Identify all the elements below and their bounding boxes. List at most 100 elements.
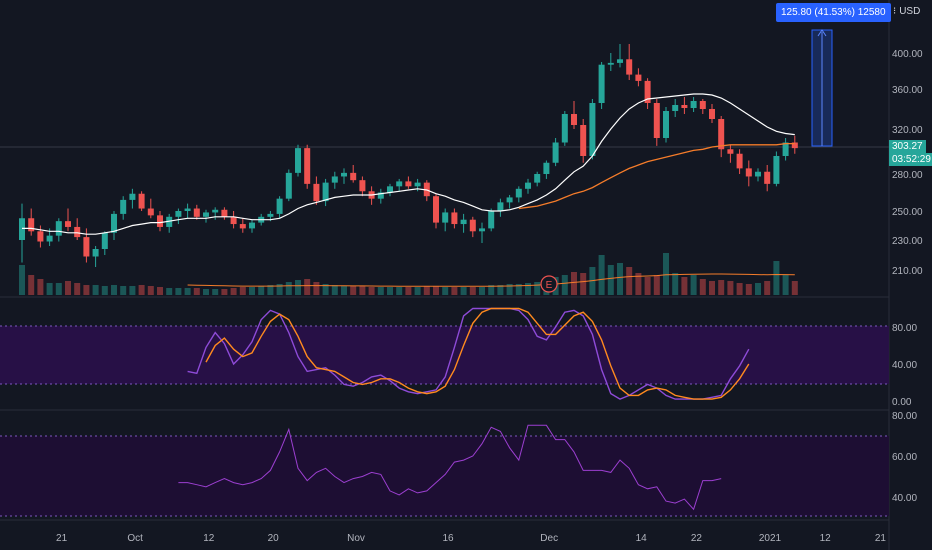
- volume-bar: [193, 288, 200, 295]
- candle-body: [773, 156, 780, 184]
- candle-body: [276, 198, 283, 214]
- volume-bar: [460, 287, 467, 295]
- volume-bar: [653, 275, 660, 295]
- candle-body: [313, 183, 320, 202]
- price-axis-label: 60.00: [892, 452, 917, 463]
- volume-bar: [120, 286, 127, 295]
- volume-bar: [506, 284, 513, 295]
- volume-bar: [497, 285, 504, 295]
- volume-bar: [479, 287, 485, 295]
- price-axis-label: 40.00: [892, 360, 917, 371]
- volume-bar: [111, 285, 117, 295]
- candle-body: [74, 226, 81, 238]
- measure-label: 125.80 (41.53%) 12580: [776, 3, 891, 22]
- volume-bar: [709, 281, 715, 295]
- candle-body: [111, 213, 117, 233]
- volume-bar: [791, 281, 798, 295]
- volume-bar: [773, 261, 780, 295]
- time-axis-label: 12: [820, 533, 832, 544]
- rsi-layer: [178, 424, 722, 511]
- volume-bar: [617, 263, 623, 295]
- volume-bar: [147, 286, 154, 295]
- candle-body: [607, 62, 614, 65]
- candle-body: [672, 105, 679, 111]
- volume-bar: [221, 289, 228, 295]
- candle-body: [699, 101, 706, 109]
- candle-body: [718, 119, 725, 150]
- time-axis-label: 16: [442, 533, 454, 544]
- price-axis[interactable]: 400.00 360.00 320.00 280.00 250.00 230.00 210.…: [892, 49, 923, 504]
- currency-label[interactable]: ⁝ USD: [893, 4, 920, 20]
- price-axis-label: 250.00: [892, 207, 923, 218]
- candle-body: [488, 211, 495, 229]
- candle-body: [580, 125, 587, 156]
- stoch-band: [0, 326, 889, 384]
- candle-body: [387, 186, 393, 193]
- volume-bar: [65, 281, 71, 295]
- volume-bar: [83, 285, 90, 295]
- volume-bar: [755, 283, 761, 295]
- volume-bar: [681, 277, 688, 295]
- candle-body: [543, 162, 550, 174]
- ma-layer: [22, 93, 795, 235]
- candle-body: [101, 232, 108, 249]
- volume-bar: [644, 277, 651, 295]
- volume-layer: [19, 253, 798, 295]
- candle-body: [129, 193, 136, 200]
- rsi-band: [0, 436, 889, 516]
- candle-body: [341, 172, 347, 177]
- volume-bar: [37, 279, 44, 295]
- earnings-marker[interactable]: [540, 275, 558, 293]
- candle-body: [249, 222, 255, 229]
- candle-body: [37, 231, 44, 242]
- volume-bar: [175, 288, 182, 295]
- time-axis[interactable]: 21 Oct 12 20 Nov 16 Dec 14 22 2021 12 21: [56, 533, 886, 544]
- volume-bar: [276, 284, 283, 295]
- candle-body: [525, 182, 531, 189]
- volume-bar: [313, 282, 320, 295]
- candle-body: [19, 218, 25, 240]
- candle-body: [635, 74, 642, 81]
- volume-bar: [718, 280, 725, 295]
- candle-body: [138, 193, 145, 209]
- volume-bar: [534, 282, 541, 295]
- volume-bar: [672, 273, 679, 295]
- time-axis-label: Dec: [540, 533, 558, 544]
- price-axis-label: 360.00: [892, 85, 923, 96]
- candle-body: [626, 59, 633, 75]
- candle-body: [782, 142, 789, 156]
- candle-body: [175, 211, 182, 217]
- volume-bar: [267, 285, 274, 295]
- volume-bar: [129, 286, 136, 295]
- time-axis-label: Oct: [127, 533, 143, 544]
- volume-bar: [405, 287, 412, 295]
- candle-body: [497, 202, 504, 211]
- candle-body: [764, 171, 771, 184]
- stoch-d-line: [205, 307, 750, 400]
- candle-body: [212, 209, 219, 213]
- volume-bar: [138, 285, 145, 295]
- volume-bar: [396, 287, 403, 295]
- volume-bar: [258, 286, 265, 295]
- candle-body: [442, 212, 449, 223]
- volume-bar: [166, 288, 173, 295]
- candle-body: [377, 192, 384, 199]
- candle-body: [295, 148, 301, 173]
- candle-body: [617, 59, 623, 63]
- candle-body: [479, 228, 485, 232]
- candle-body: [285, 172, 292, 199]
- volume-bar: [295, 280, 301, 295]
- stoch-k-line: [187, 307, 750, 400]
- volume-sma-line: [187, 273, 795, 287]
- settings-dots-icon[interactable]: ⁝: [893, 6, 897, 17]
- last-price-tag: 303.27: [889, 140, 926, 153]
- candle-body: [359, 180, 366, 192]
- volume-bar: [598, 255, 605, 295]
- volume-bar: [515, 284, 522, 295]
- volume-bar: [331, 285, 338, 295]
- candle-body: [304, 148, 311, 184]
- time-axis-label: 14: [636, 533, 648, 544]
- candle-body: [598, 64, 605, 103]
